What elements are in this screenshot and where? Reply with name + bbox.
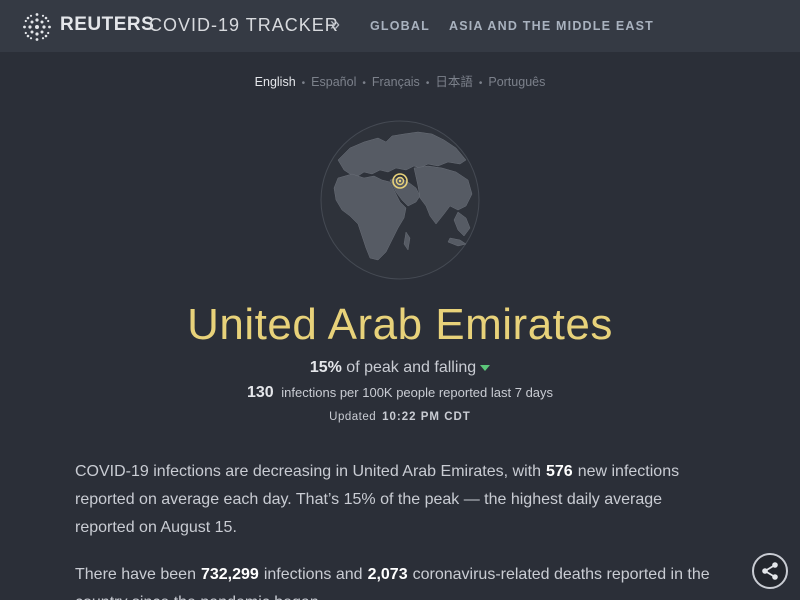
per100k-value: 130 <box>246 384 274 401</box>
summary-text: coronavirus-related deaths reported in t… <box>75 566 710 600</box>
lang-english[interactable]: English <box>254 75 296 89</box>
globe-map <box>320 120 480 280</box>
arrow-down-icon <box>480 364 491 371</box>
country-title: United Arab Emirates <box>187 300 613 349</box>
total-deaths-value: 2,073 <box>367 566 408 583</box>
updated-timestamp: Updated 10:22 PM CDT <box>0 411 800 423</box>
summary-text: new infections reported on average each … <box>75 463 680 536</box>
infections-per-100k: 130 infections per 100K people reported … <box>0 384 800 402</box>
updated-label: Updated <box>329 411 377 423</box>
brand-name[interactable]: REUTERS <box>60 14 155 35</box>
share-button[interactable] <box>752 553 788 589</box>
reuters-logo-icon[interactable] <box>22 12 52 42</box>
lang-japanese[interactable]: 日本語 <box>435 75 473 89</box>
updated-time: 10:22 PM CDT <box>382 411 471 423</box>
per100k-text: infections per 100K people reported last… <box>281 385 554 400</box>
total-infections-value: 732,299 <box>200 566 259 583</box>
chevron-right-icon[interactable]: » <box>330 14 341 34</box>
separator-dot: • <box>478 78 483 89</box>
nav-link-asia-middle-east[interactable]: ASIA AND THE MIDDLE EAST <box>449 19 654 33</box>
lang-portuguese[interactable]: Português <box>488 75 546 89</box>
peak-text: of peak and falling <box>346 359 477 376</box>
tracker-title[interactable]: COVID-19 TRACKER <box>149 15 339 35</box>
summary-text: COVID-19 infections are decreasing in Un… <box>75 463 541 480</box>
lang-french[interactable]: Français <box>371 75 420 89</box>
separator-dot: • <box>425 78 430 89</box>
nav-link-global[interactable]: GLOBAL <box>370 19 430 33</box>
share-icon <box>762 562 778 580</box>
summary-text: infections and <box>263 566 363 583</box>
language-selector: English • Español • Français • 日本語 • Português <box>0 71 800 90</box>
top-navigation-bar: REUTERS COVID-19 TRACKER » GLOBAL ASIA A… <box>0 0 800 52</box>
summary-paragraph-2: There have been 732,299 infections and 2,07… <box>75 561 725 600</box>
summary-paragraph-1: COVID-19 infections are decreasing in Un… <box>75 458 725 542</box>
separator-dot: • <box>301 78 306 89</box>
separator-dot: • <box>362 78 366 89</box>
lang-spanish[interactable]: Español <box>311 75 357 89</box>
peak-status: 15% of peak and falling <box>0 359 800 377</box>
daily-average-value: 576 <box>546 463 573 480</box>
summary-text: There have been <box>75 566 196 583</box>
peak-percent: 15% <box>309 359 342 376</box>
